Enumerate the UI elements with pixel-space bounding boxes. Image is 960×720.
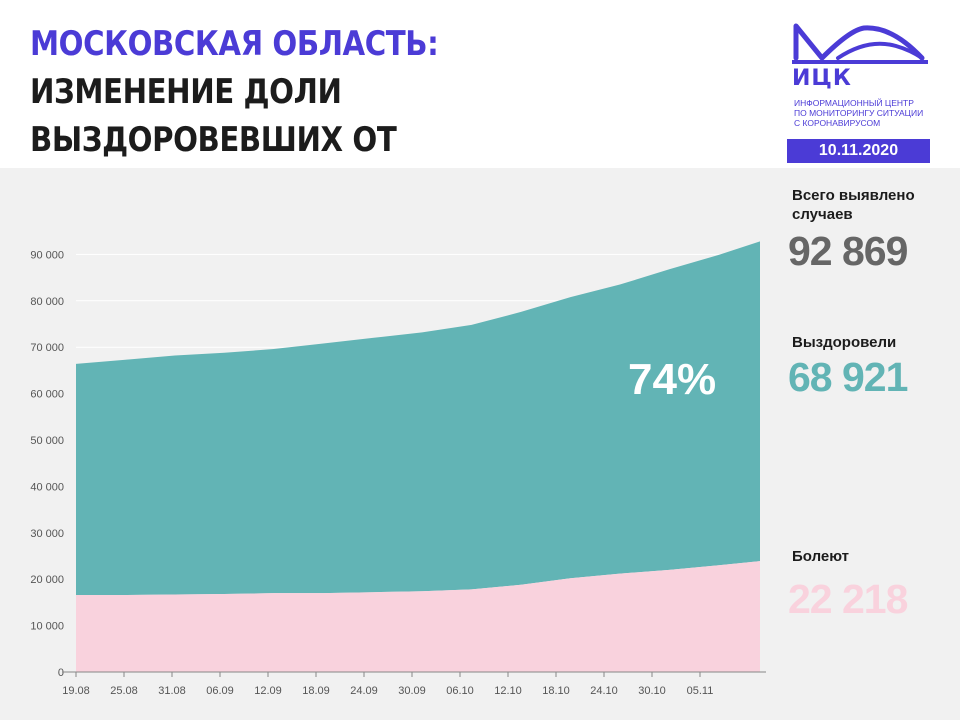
sick-value: 22 218 bbox=[788, 576, 908, 622]
y-tick-label: 60 000 bbox=[30, 389, 64, 401]
x-tick-label: 31.08 bbox=[158, 685, 186, 697]
recovered-share-annotation: 74% bbox=[628, 355, 716, 404]
y-tick-label: 0 bbox=[58, 667, 64, 679]
recovered-label: Выздоровели bbox=[792, 334, 897, 351]
series-recovered-area bbox=[76, 241, 760, 595]
total-value: 92 869 bbox=[788, 228, 908, 274]
total-label: Всего выявлено случаев bbox=[792, 187, 915, 223]
x-tick-label: 06.10 bbox=[446, 685, 474, 697]
x-tick-label: 30.09 bbox=[398, 685, 426, 697]
logo: ИЦК ИНФОРМАЦИОННЫЙ ЦЕНТР ПО МОНИТОРИНГУ … bbox=[792, 22, 932, 128]
date-badge: 10.11.2020 bbox=[787, 139, 930, 163]
series-sick-area bbox=[76, 561, 760, 672]
x-tick-label: 18.10 bbox=[542, 685, 570, 697]
x-tick-label: 12.09 bbox=[254, 685, 282, 697]
y-tick-label: 80 000 bbox=[30, 296, 64, 308]
header: МОСКОВСКАЯ ОБЛАСТЬ: ИЗМЕНЕНИЕ ДОЛИ ВЫЗДО… bbox=[0, 0, 960, 208]
y-tick-label: 90 000 bbox=[30, 249, 64, 261]
logo-subtitle-line: С КОРОНАВИРУСОМ bbox=[794, 118, 881, 128]
y-tick-label: 40 000 bbox=[30, 481, 64, 493]
x-tick-label: 18.09 bbox=[302, 685, 330, 697]
y-tick-label: 10 000 bbox=[30, 621, 64, 633]
recovered-value: 68 921 bbox=[788, 354, 908, 400]
mountain-arc-logo-icon bbox=[792, 23, 928, 64]
logo-subtitle-line: ИНФОРМАЦИОННЫЙ ЦЕНТР bbox=[794, 98, 914, 108]
x-tick-label: 24.09 bbox=[350, 685, 378, 697]
x-tick-label: 19.08 bbox=[62, 685, 90, 697]
y-tick-label: 30 000 bbox=[30, 528, 64, 540]
area-chart: 0 10 000 20 000 30 000 40 000 50 000 60 000 70 … bbox=[30, 241, 766, 697]
y-tick-label: 50 000 bbox=[30, 435, 64, 447]
x-tick-label: 30.10 bbox=[638, 685, 666, 697]
logo-subtitle-line: ПО МОНИТОРИНГУ СИТУАЦИИ bbox=[794, 108, 924, 118]
x-tick-label: 24.10 bbox=[590, 685, 618, 697]
x-tick-label: 12.10 bbox=[494, 685, 522, 697]
sick-label: Болеют bbox=[792, 548, 850, 565]
x-tick-label: 25.08 bbox=[110, 685, 138, 697]
logo-abbr: ИЦК bbox=[792, 66, 852, 91]
y-tick-label: 20 000 bbox=[30, 574, 64, 586]
title-region: МОСКОВСКАЯ ОБЛАСТЬ: bbox=[30, 24, 439, 64]
x-tick-label: 06.09 bbox=[206, 685, 234, 697]
logo-subtitle: ИНФОРМАЦИОННЫЙ ЦЕНТР ПО МОНИТОРИНГУ СИТУ… bbox=[794, 98, 934, 128]
chart-panel: 0 10 000 20 000 30 000 40 000 50 000 60 000 70 … bbox=[0, 168, 960, 720]
x-tick-label: 05.11 bbox=[687, 685, 714, 697]
title-line1: ИЗМЕНЕНИЕ ДОЛИ bbox=[30, 72, 342, 112]
y-tick-label: 70 000 bbox=[30, 342, 64, 354]
